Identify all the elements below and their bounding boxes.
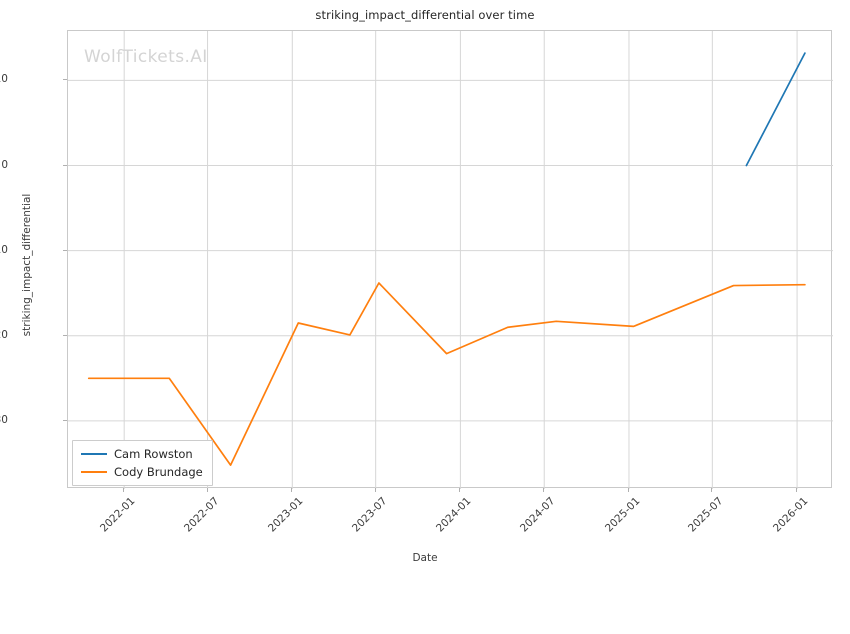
x-tick-label: 2026-01 bbox=[771, 495, 811, 535]
x-tick-mark bbox=[291, 488, 293, 492]
chart-figure: striking_impact_differential over time W… bbox=[0, 8, 833, 564]
y-tick-mark bbox=[63, 79, 67, 81]
x-tick-mark bbox=[711, 488, 713, 492]
x-tick-mark bbox=[206, 488, 208, 492]
y-tick-mark bbox=[63, 249, 67, 251]
x-tick-mark bbox=[459, 488, 461, 492]
legend-label: Cam Rowston bbox=[114, 446, 193, 461]
y-tick-label: −30 bbox=[0, 413, 8, 426]
y-tick-label: 10 bbox=[0, 73, 8, 86]
y-tick-label: −20 bbox=[0, 328, 8, 341]
legend-color-swatch bbox=[81, 452, 107, 455]
y-tick-label: −10 bbox=[0, 243, 8, 256]
x-tick-label: 2024-01 bbox=[434, 495, 474, 535]
x-axis-label: Date bbox=[412, 552, 438, 564]
x-tick-label: 2025-01 bbox=[602, 495, 643, 535]
x-tick-label: 2022-07 bbox=[181, 495, 222, 535]
x-tick-mark bbox=[374, 488, 376, 492]
y-tick-mark bbox=[63, 419, 67, 421]
x-tick-label: 2025-07 bbox=[686, 495, 726, 535]
x-tick-mark bbox=[123, 488, 125, 492]
series-line-1 bbox=[87, 282, 806, 467]
legend-label: Cody Brundage bbox=[114, 464, 203, 479]
chart-title: striking_impact_differential over time bbox=[315, 8, 535, 22]
plot-area: WolfTickets.AI bbox=[67, 30, 833, 489]
y-tick-mark bbox=[63, 164, 67, 166]
y-tick-label: 0 bbox=[1, 158, 8, 171]
x-tick-label: 2024-07 bbox=[518, 495, 558, 535]
y-tick-mark bbox=[63, 334, 67, 336]
x-tick-mark bbox=[543, 488, 545, 492]
x-tick-label: 2022-01 bbox=[98, 495, 138, 535]
series-line-0 bbox=[745, 52, 806, 167]
legend-color-swatch bbox=[81, 470, 107, 473]
y-axis-label: striking_impact_differential bbox=[21, 193, 33, 337]
chart-legend: Cam Rowston Cody Brundage bbox=[72, 440, 213, 486]
chart-gridlines bbox=[68, 31, 833, 489]
chart-series-lines bbox=[87, 52, 806, 467]
x-tick-label: 2023-07 bbox=[349, 495, 390, 535]
x-tick-label: 2023-01 bbox=[266, 495, 306, 535]
x-tick-mark bbox=[627, 488, 629, 492]
x-tick-mark bbox=[796, 488, 798, 492]
legend-item-0[interactable]: Cam Rowston bbox=[81, 446, 203, 461]
legend-item-1[interactable]: Cody Brundage bbox=[81, 464, 203, 479]
